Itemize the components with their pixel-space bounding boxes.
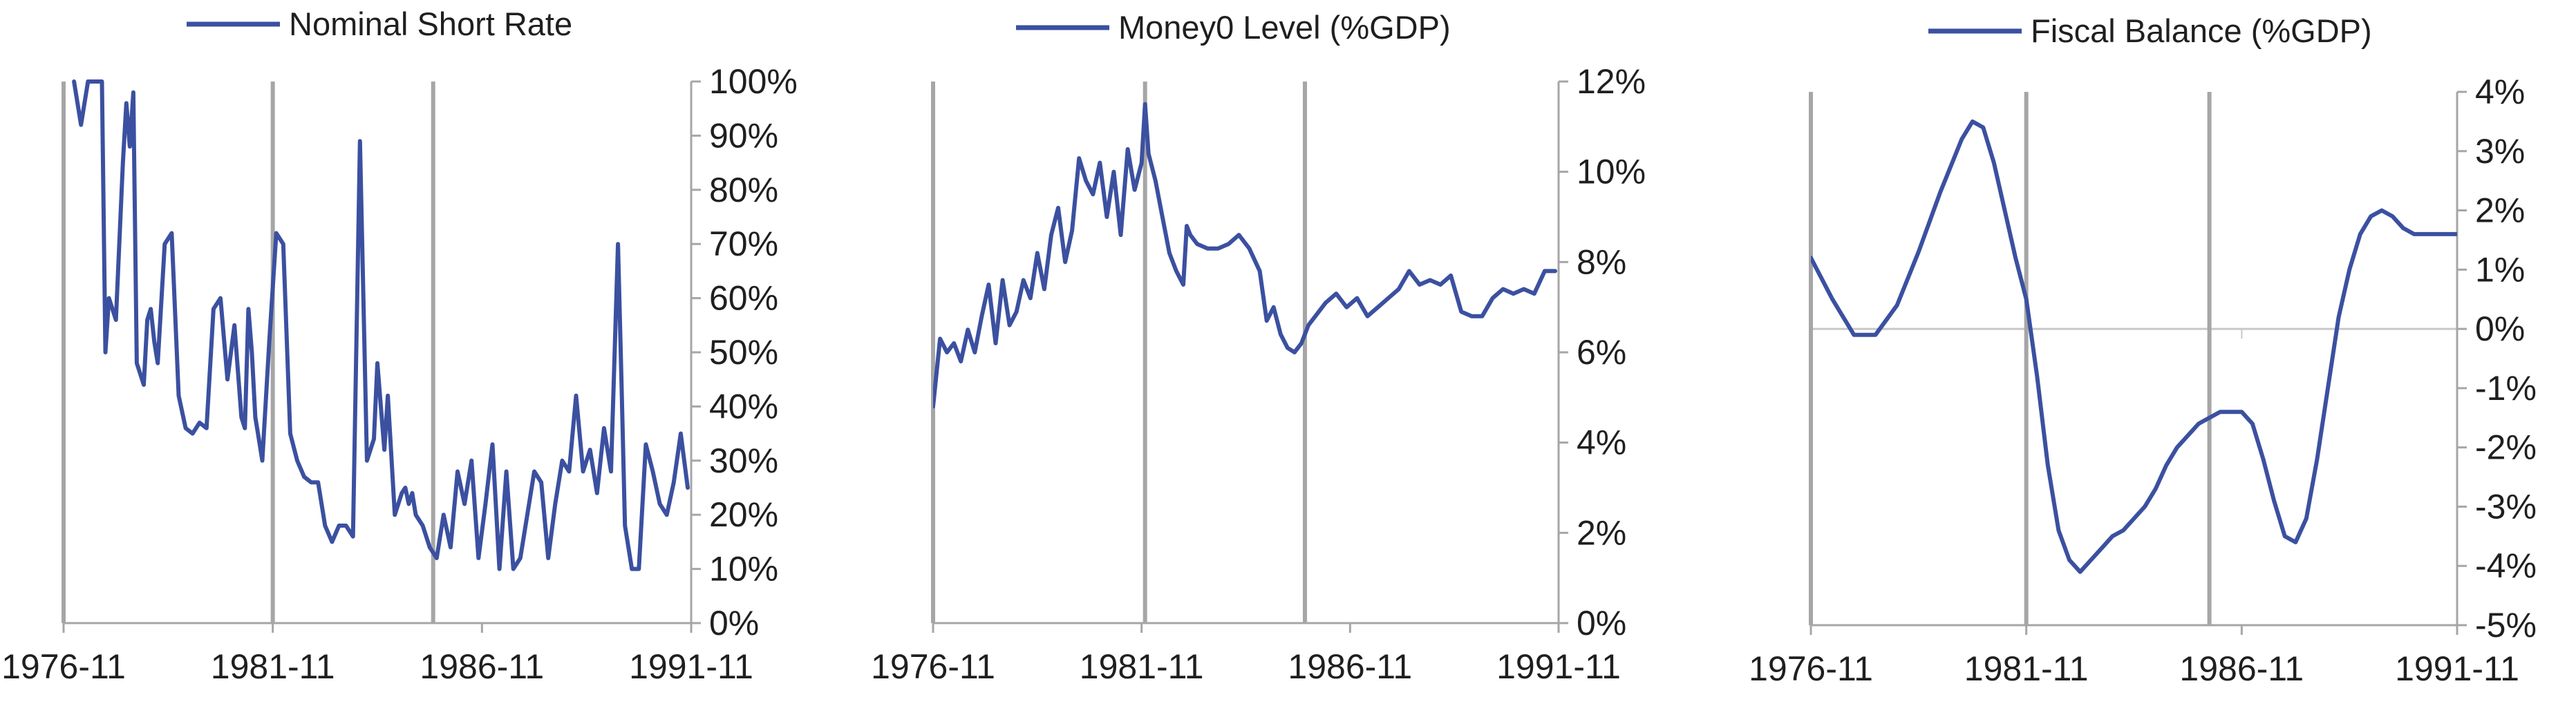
series-line <box>933 102 1557 409</box>
y-tick-label: 0% <box>709 604 759 642</box>
y-tick-label: -4% <box>2475 546 2537 585</box>
y-tick-label: 2% <box>2475 191 2525 230</box>
y-tick-label: 4% <box>1577 423 1626 462</box>
y-tick-label: 12% <box>1577 62 1646 101</box>
y-tick-label: 100% <box>709 62 798 101</box>
y-tick-label: 50% <box>709 333 778 372</box>
legend-label: Money0 Level (%GDP) <box>1118 9 1451 46</box>
y-tick-label: 20% <box>709 495 778 534</box>
chart-fiscal-balance: 4% 3% 2% 1% 0% -1% -2% -3% -4% -5% 1976-11 1981-11 1… <box>1749 12 2537 688</box>
x-tick-label: 1991-11 <box>2395 649 2519 688</box>
x-tick-label: 1981-11 <box>1080 647 1204 686</box>
y-tick-label: -3% <box>2475 487 2537 526</box>
y-tick-label: 70% <box>709 225 778 263</box>
series-line <box>72 79 690 571</box>
y-tick-label: 80% <box>709 171 778 209</box>
x-tick-label: 1976-11 <box>1749 649 1873 688</box>
x-tick-label: 1976-11 <box>1 647 126 686</box>
y-tick-label: -5% <box>2475 606 2537 645</box>
y-tick-label: 6% <box>1577 333 1626 372</box>
y-tick-label: 60% <box>709 279 778 318</box>
x-tick-label: 1981-11 <box>1964 649 2089 688</box>
y-tick-label: 30% <box>709 441 778 480</box>
y-tick-label: 4% <box>2475 73 2525 111</box>
y-tick-label: -1% <box>2475 369 2537 408</box>
series-line <box>1811 119 2457 574</box>
x-tick-label: 1986-11 <box>2179 649 2304 688</box>
y-tick-label: 10% <box>709 550 778 589</box>
y-tick-label: 3% <box>2475 132 2525 171</box>
y-tick-label: 2% <box>1577 513 1626 552</box>
x-tick-label: 1986-11 <box>1288 647 1412 686</box>
x-tick-label: 1976-11 <box>871 647 995 686</box>
chart-money0-level: 12% 10% 8% 6% 4% 2% 0% 1976-11 1981-11 1986-11 199… <box>871 9 1646 686</box>
x-tick-label: 1986-11 <box>420 647 544 686</box>
x-tick-label: 1981-11 <box>211 647 335 686</box>
x-tick-label: 1991-11 <box>629 647 753 686</box>
y-tick-label: 90% <box>709 116 778 155</box>
legend-label: Nominal Short Rate <box>289 6 572 42</box>
y-tick-label: 0% <box>2475 309 2525 348</box>
y-tick-label: 0% <box>1577 604 1626 642</box>
chart-nominal-short-rate: 100% 90% 80% 70% 60% 50% 40% 30% 20% 10% 0% 1976-11… <box>1 6 798 686</box>
y-tick-label: 40% <box>709 387 778 426</box>
legend-label: Fiscal Balance (%GDP) <box>2031 12 2372 49</box>
y-tick-label: 8% <box>1577 242 1626 281</box>
y-tick-label: -2% <box>2475 428 2537 467</box>
y-tick-label: 10% <box>1577 153 1646 191</box>
y-tick-label: 1% <box>2475 250 2525 289</box>
x-tick-label: 1991-11 <box>1496 647 1621 686</box>
